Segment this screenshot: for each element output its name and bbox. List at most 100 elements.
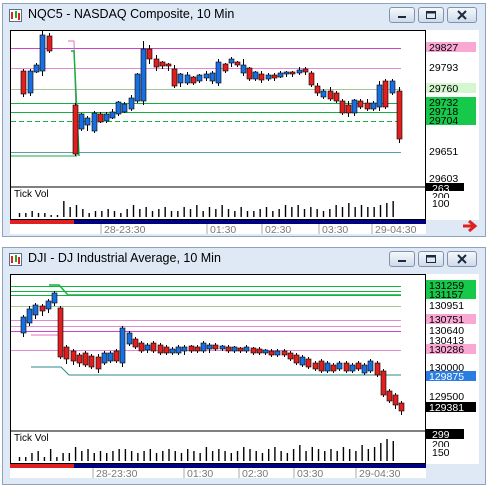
candle xyxy=(305,357,312,369)
minimize-button[interactable] xyxy=(389,7,415,23)
candle xyxy=(39,31,46,76)
close-button[interactable] xyxy=(447,7,477,23)
price-scale[interactable]: 29827 29793 29760 29732 29718 29704 29651 29603… xyxy=(426,30,479,220)
candle-body xyxy=(163,346,170,354)
candle-body xyxy=(231,346,238,352)
scroll-right-arrow-icon[interactable] xyxy=(461,219,479,233)
candle xyxy=(296,67,303,75)
price-tag-label: 29827 xyxy=(429,42,458,54)
level-line xyxy=(31,366,401,376)
price-tag-label: 129381 xyxy=(429,402,464,414)
candle xyxy=(91,111,98,133)
volume-tag: 100 xyxy=(426,198,464,210)
session-marker xyxy=(10,220,74,224)
price-chart-area[interactable]: Tick Vol xyxy=(10,274,426,464)
candle-body xyxy=(115,101,122,115)
candle xyxy=(281,349,288,357)
candle xyxy=(374,361,381,377)
candle-body xyxy=(320,90,327,98)
price-tag-bg xyxy=(426,83,476,93)
price-tag: 130640 xyxy=(426,325,476,337)
candle xyxy=(240,59,247,76)
candle-body xyxy=(283,71,290,75)
candle xyxy=(177,73,184,87)
candle-body xyxy=(63,346,70,360)
candle xyxy=(339,99,346,115)
candle xyxy=(97,112,104,123)
volume-tag: 299 xyxy=(426,429,464,441)
candle xyxy=(327,87,334,101)
candle-body xyxy=(228,58,235,64)
candle-body xyxy=(209,72,216,82)
candle-body xyxy=(219,345,226,350)
candle-body xyxy=(361,364,368,374)
candle-body xyxy=(398,402,405,412)
candle-body xyxy=(389,80,396,94)
candle-body xyxy=(144,344,151,351)
candle xyxy=(171,65,178,88)
candle xyxy=(101,351,108,365)
candle-body xyxy=(95,356,102,370)
candle xyxy=(246,67,253,81)
volume-tag-label: 100 xyxy=(432,198,450,210)
title-bar[interactable]: DJI - DJ Industrial Average, 10 Min xyxy=(3,248,485,270)
candle-body xyxy=(51,292,58,304)
price-tag: 29793 xyxy=(426,62,476,74)
price-tag-label: 29603 xyxy=(429,173,458,185)
price-tag-bg xyxy=(426,391,476,401)
chart-window-dji: DJI - DJ Industrial Average, 10 Min Tick… xyxy=(2,247,486,485)
candle xyxy=(84,116,91,131)
candle xyxy=(32,303,39,319)
time-axis[interactable]: 28-23:30 01:30 02:30 03:30 29-04:30 xyxy=(10,220,426,236)
candle xyxy=(318,359,325,373)
restore-button[interactable] xyxy=(418,251,444,267)
candle xyxy=(203,71,210,81)
candle xyxy=(314,83,321,96)
price-tag: 129875 xyxy=(426,371,476,383)
price-tag-bg xyxy=(426,146,476,156)
candle xyxy=(107,351,114,363)
price-chart-area[interactable]: Tick Vol xyxy=(10,30,426,220)
candle xyxy=(336,361,343,371)
price-scale[interactable]: 131259 131157 130951 130751 130640 130413 1302… xyxy=(426,274,479,464)
chart-app-icon xyxy=(9,9,22,22)
candle-body xyxy=(175,346,182,354)
price-tag: 131157 xyxy=(426,289,476,301)
minimize-button[interactable] xyxy=(389,251,415,267)
candle xyxy=(289,71,296,77)
candle xyxy=(109,109,116,119)
close-icon xyxy=(457,254,467,264)
candle xyxy=(324,361,331,373)
candle-body xyxy=(305,358,312,368)
candle-body xyxy=(330,364,337,372)
candle-body xyxy=(237,347,244,352)
price-tag: 29827 xyxy=(426,42,476,54)
candle-body xyxy=(140,48,147,102)
price-tag-label: 130751 xyxy=(429,314,464,326)
candle-body xyxy=(33,64,40,73)
candle-body xyxy=(215,61,222,84)
price-tag-label: 29651 xyxy=(429,146,458,158)
candle xyxy=(39,304,46,316)
candle xyxy=(103,112,110,123)
candle-body xyxy=(103,113,110,122)
close-button[interactable] xyxy=(447,251,477,267)
candle-body xyxy=(327,90,334,100)
candle-body xyxy=(250,347,257,354)
candle xyxy=(45,299,52,313)
candle xyxy=(88,354,95,369)
price-tag: 129500 xyxy=(426,391,476,403)
candle-body xyxy=(188,345,195,352)
volume-tag-bg xyxy=(426,191,464,201)
candle xyxy=(209,71,216,84)
candle-body xyxy=(200,342,207,352)
candle-body xyxy=(150,342,157,352)
candle-body xyxy=(194,346,201,352)
trend-line xyxy=(49,284,401,296)
time-axis[interactable]: 28-23:30 01:30 02:30 03:30 29-04:30 xyxy=(10,464,426,480)
title-bar[interactable]: NQC5 - NASDAQ Composite, 10 Min xyxy=(3,4,485,26)
candle xyxy=(225,345,232,353)
candle-body xyxy=(165,63,172,67)
price-tag-bg xyxy=(426,115,476,125)
restore-button[interactable] xyxy=(418,7,444,23)
